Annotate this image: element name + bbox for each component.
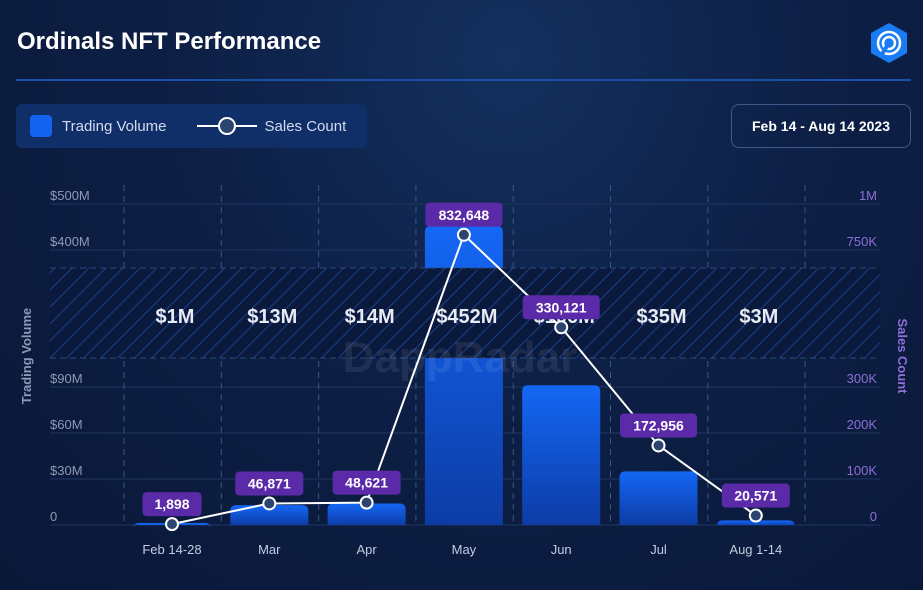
trading-volume-swatch <box>30 115 52 137</box>
sales-count-badge <box>522 295 600 320</box>
volume-value-label: $14M <box>345 306 395 328</box>
legend-sales-count: Sales Count <box>264 117 347 135</box>
volume-bar[interactable] <box>522 385 601 525</box>
y2-tick-label: 0 <box>870 509 877 524</box>
sales-count-line-icon <box>196 117 257 135</box>
volume-bar[interactable] <box>327 503 406 525</box>
sales-count-point[interactable] <box>165 517 179 532</box>
y-tick-label: $90M <box>50 371 83 386</box>
y-tick-label: $30M <box>50 463 83 478</box>
sales-count-point[interactable] <box>748 508 763 523</box>
x-tick-label: Jul <box>650 542 667 557</box>
sales-count-point[interactable] <box>262 496 277 511</box>
legend: Trading Volume Sales Count <box>16 104 367 148</box>
x-tick-label: Feb 14-28 <box>142 542 201 557</box>
x-tick-label: Apr <box>356 542 377 557</box>
volume-bar[interactable] <box>133 523 211 529</box>
sales-count-point[interactable] <box>456 227 471 242</box>
y2-axis-label: Sales Count <box>895 318 910 394</box>
volume-bar[interactable] <box>230 505 309 525</box>
sales-count-label: 832,648 <box>439 207 490 223</box>
y-axis-label: Trading Volume <box>19 308 34 405</box>
y-tick-label: $500M <box>50 188 90 203</box>
legend-trading-volume: Trading Volume <box>62 117 167 135</box>
y2-tick-label: 1M <box>859 188 877 203</box>
y2-tick-label: 750K <box>847 234 878 249</box>
y2-tick-label: 100K <box>847 463 878 478</box>
sales-count-badge <box>332 470 401 495</box>
sales-count-label: 1,898 <box>154 496 189 512</box>
sales-count-label: 20,571 <box>734 488 777 504</box>
y2-tick-label: 200K <box>847 417 878 432</box>
sales-count-label: 48,621 <box>345 475 388 491</box>
sales-count-badge <box>235 471 304 496</box>
y-tick-label: $400M <box>50 234 90 249</box>
page-title: Ordinals NFT Performance <box>17 28 322 55</box>
volume-bar[interactable] <box>619 471 698 525</box>
volume-value-label: $452M <box>436 306 497 328</box>
dappradar-logo-icon <box>871 23 907 63</box>
sales-count-badge <box>721 483 790 508</box>
volume-bar[interactable] <box>716 520 795 527</box>
volume-value-label: $1M <box>156 306 195 328</box>
y-tick-label: 0 <box>50 509 57 524</box>
sales-count-point[interactable] <box>359 495 374 510</box>
title-divider <box>16 79 911 81</box>
sales-count-badge <box>425 202 503 227</box>
sales-count-label: 330,121 <box>536 299 587 315</box>
x-tick-label: May <box>452 542 477 557</box>
y-tick-label: $60M <box>50 417 83 432</box>
x-tick-label: Jun <box>551 542 572 557</box>
date-range-button[interactable]: Feb 14 - Aug 14 2023 <box>731 104 911 148</box>
sales-count-label: 46,871 <box>248 475 291 491</box>
x-tick-label: Aug 1-14 <box>729 542 782 557</box>
volume-value-label: $35M <box>636 306 686 328</box>
x-tick-label: Mar <box>258 542 281 557</box>
volume-value-label: $13M <box>247 306 297 328</box>
sales-count-badge <box>142 492 202 517</box>
watermark: DappRadar <box>343 333 578 382</box>
sales-count-badge <box>620 413 697 438</box>
y2-tick-label: 300K <box>847 371 878 386</box>
sales-count-point[interactable] <box>651 438 666 453</box>
sales-count-point[interactable] <box>554 320 569 335</box>
sales-count-label: 172,956 <box>633 417 684 433</box>
axis-break-band <box>50 268 880 358</box>
volume-value-label: $3M <box>739 306 778 328</box>
